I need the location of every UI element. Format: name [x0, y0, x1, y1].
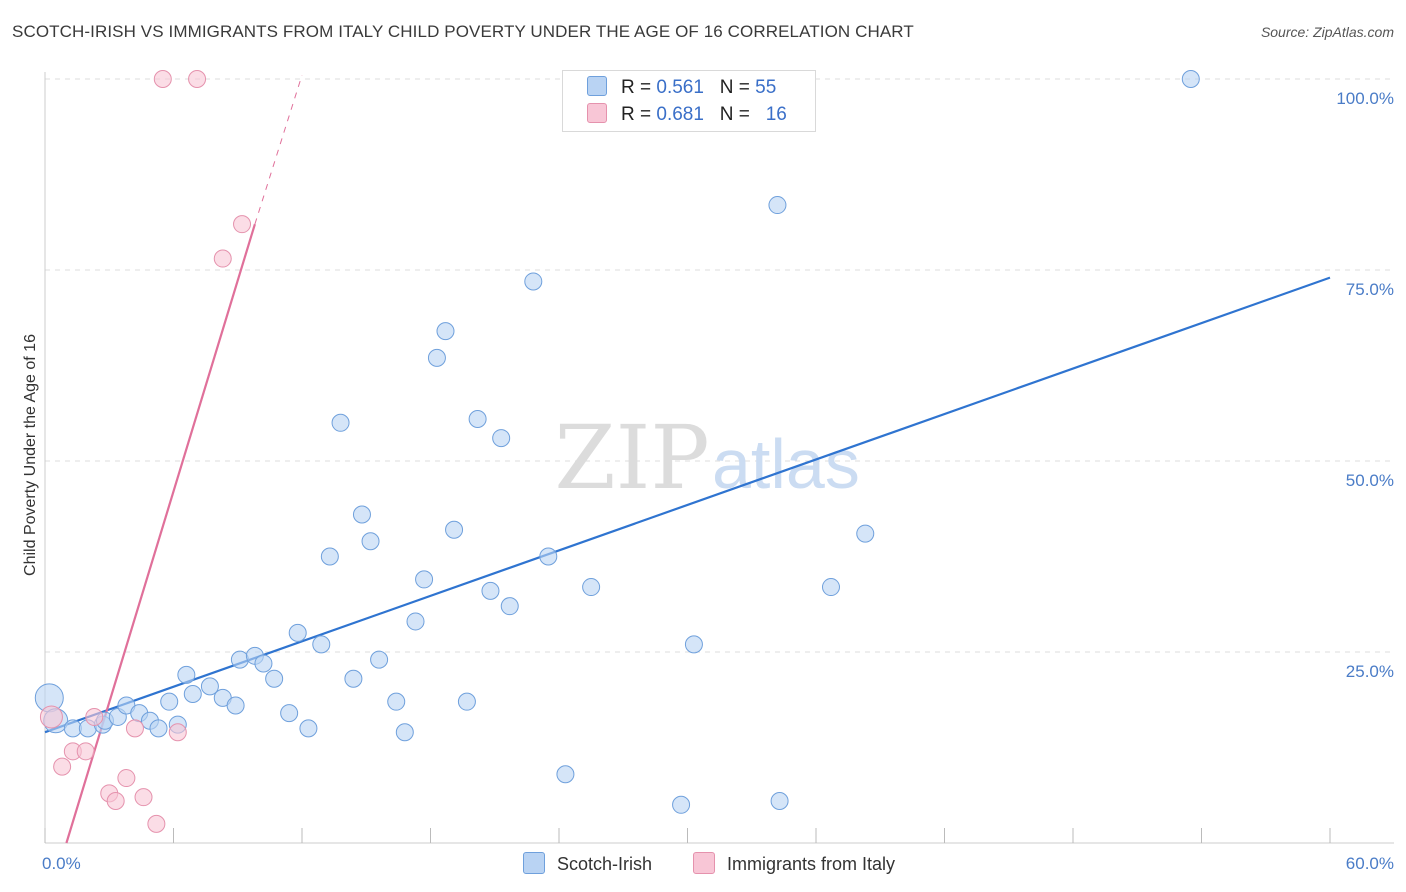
- scotch-irish-point: [312, 635, 331, 654]
- x-tick-max: 60.0%: [1346, 854, 1394, 873]
- y-tick-labels: 100.0% 75.0% 50.0% 25.0%: [1336, 89, 1394, 681]
- scotch-irish-point: [672, 795, 691, 814]
- scotch-irish-point: [230, 650, 249, 669]
- scotch-irish-point: [539, 547, 558, 566]
- bottom-legend-swatch-pink: [693, 852, 715, 874]
- bottom-legend-swatch-blue: [523, 852, 545, 874]
- bottom-legend-italy: Immigrants from Italy: [693, 852, 895, 875]
- italy-point: [147, 814, 166, 833]
- scotch-irish-point: [406, 612, 425, 631]
- scotch-irish-point: [226, 696, 245, 715]
- scotch-irish-point: [445, 520, 464, 539]
- y-tick-50: 50.0%: [1346, 471, 1394, 490]
- scotch-irish-point: [265, 669, 284, 688]
- scotch-irish-point: [149, 719, 168, 738]
- scotch-irish-point: [288, 623, 307, 642]
- scotch-irish-point: [160, 692, 179, 711]
- scotch-irish-point: [500, 597, 519, 616]
- scotch-irish-point: [770, 791, 789, 810]
- scotch-irish-point: [524, 272, 543, 291]
- scotch-irish-point: [177, 665, 196, 684]
- italy-point: [125, 719, 144, 738]
- scotch-irish-point: [481, 581, 500, 600]
- scotch-irish-point: [415, 570, 434, 589]
- watermark: ZIP atlas: [554, 406, 859, 509]
- correlation-legend: R = 0.561 N = 55 R = 0.681 N = 16: [562, 70, 816, 132]
- italy-point: [39, 705, 63, 729]
- scotch-irish-point: [684, 635, 703, 654]
- scotch-irish-point: [427, 348, 446, 367]
- italy-points: [39, 70, 252, 833]
- bottom-legend-label-blue: Scotch-Irish: [557, 854, 653, 874]
- scotch-irish-point: [63, 719, 82, 738]
- scotch-irish-point: [556, 765, 575, 784]
- legend-swatch-blue: [587, 76, 607, 96]
- legend-row-scotch-irish: R = 0.561 N = 55: [587, 76, 776, 99]
- scotch-irish-point: [344, 669, 363, 688]
- scotch-irish-point: [331, 413, 350, 432]
- y-tick-25: 25.0%: [1346, 662, 1394, 681]
- italy-point: [153, 70, 172, 88]
- scotch-irish-points: [34, 70, 1200, 814]
- scotch-irish-point: [387, 692, 406, 711]
- italy-point: [233, 215, 252, 234]
- y-axis-label: Child Poverty Under the Age of 16: [22, 334, 39, 576]
- legend-r-value: 0.681: [656, 104, 704, 125]
- italy-point: [85, 707, 104, 726]
- scotch-irish-point: [457, 692, 476, 711]
- bottom-legend-label-pink: Immigrants from Italy: [727, 854, 896, 874]
- legend-r-value: 0.561: [656, 77, 704, 98]
- italy-point: [134, 788, 153, 807]
- legend-n-label: N =: [719, 104, 750, 125]
- legend-n-label: N =: [719, 77, 750, 98]
- italy-point: [117, 769, 136, 788]
- italy-point: [106, 791, 125, 810]
- scotch-irish-point: [183, 685, 202, 704]
- chart-source: Source: ZipAtlas.com: [1260, 24, 1394, 40]
- italy-point: [188, 70, 207, 88]
- chart-title: SCOTCH-IRISH VS IMMIGRANTS FROM ITALY CH…: [12, 22, 914, 41]
- scotch-irish-point: [492, 429, 511, 448]
- scotch-irish-point: [768, 196, 787, 215]
- scotch-irish-point: [280, 704, 299, 723]
- x-tick-marks: [44, 828, 1331, 843]
- scotch-irish-point: [352, 505, 371, 524]
- legend-n-value: 16: [765, 104, 787, 125]
- bottom-legend-scotch-irish: Scotch-Irish: [523, 852, 652, 875]
- x-tick-min: 0.0%: [42, 854, 81, 873]
- y-tick-75: 75.0%: [1346, 280, 1394, 299]
- watermark-zip: ZIP: [554, 406, 709, 509]
- scotch-irish-point: [320, 547, 339, 566]
- italy-point: [168, 723, 187, 742]
- scotch-irish-point: [299, 719, 318, 738]
- italy-point: [213, 249, 232, 268]
- scotch-irish-point: [436, 322, 455, 341]
- italy-point: [53, 757, 72, 776]
- y-tick-100: 100.0%: [1336, 89, 1394, 108]
- legend-r-label: R =: [621, 104, 652, 125]
- italy-point: [76, 742, 95, 761]
- scotch-irish-point: [468, 409, 487, 428]
- legend-r-label: R =: [621, 77, 652, 98]
- scotch-irish-point: [200, 677, 219, 696]
- italy-trend-line: [254, 75, 303, 225]
- scotch-irish-point: [254, 654, 273, 673]
- italy-trend-line: [65, 223, 256, 844]
- scotch-irish-point: [361, 532, 380, 551]
- scotch-irish-point: [395, 723, 414, 742]
- legend-row-italy: R = 0.681 N = 16: [587, 103, 787, 126]
- watermark-atlas: atlas: [712, 425, 860, 503]
- legend-n-value: 55: [755, 77, 777, 98]
- scotch-irish-point: [821, 578, 840, 597]
- grid-lines: [45, 78, 1394, 653]
- scotch-irish-point: [856, 524, 875, 543]
- scotch-irish-point: [582, 578, 601, 597]
- legend-swatch-pink: [587, 103, 607, 123]
- scotch-irish-point: [370, 650, 389, 669]
- scotch-irish-point: [1181, 70, 1200, 88]
